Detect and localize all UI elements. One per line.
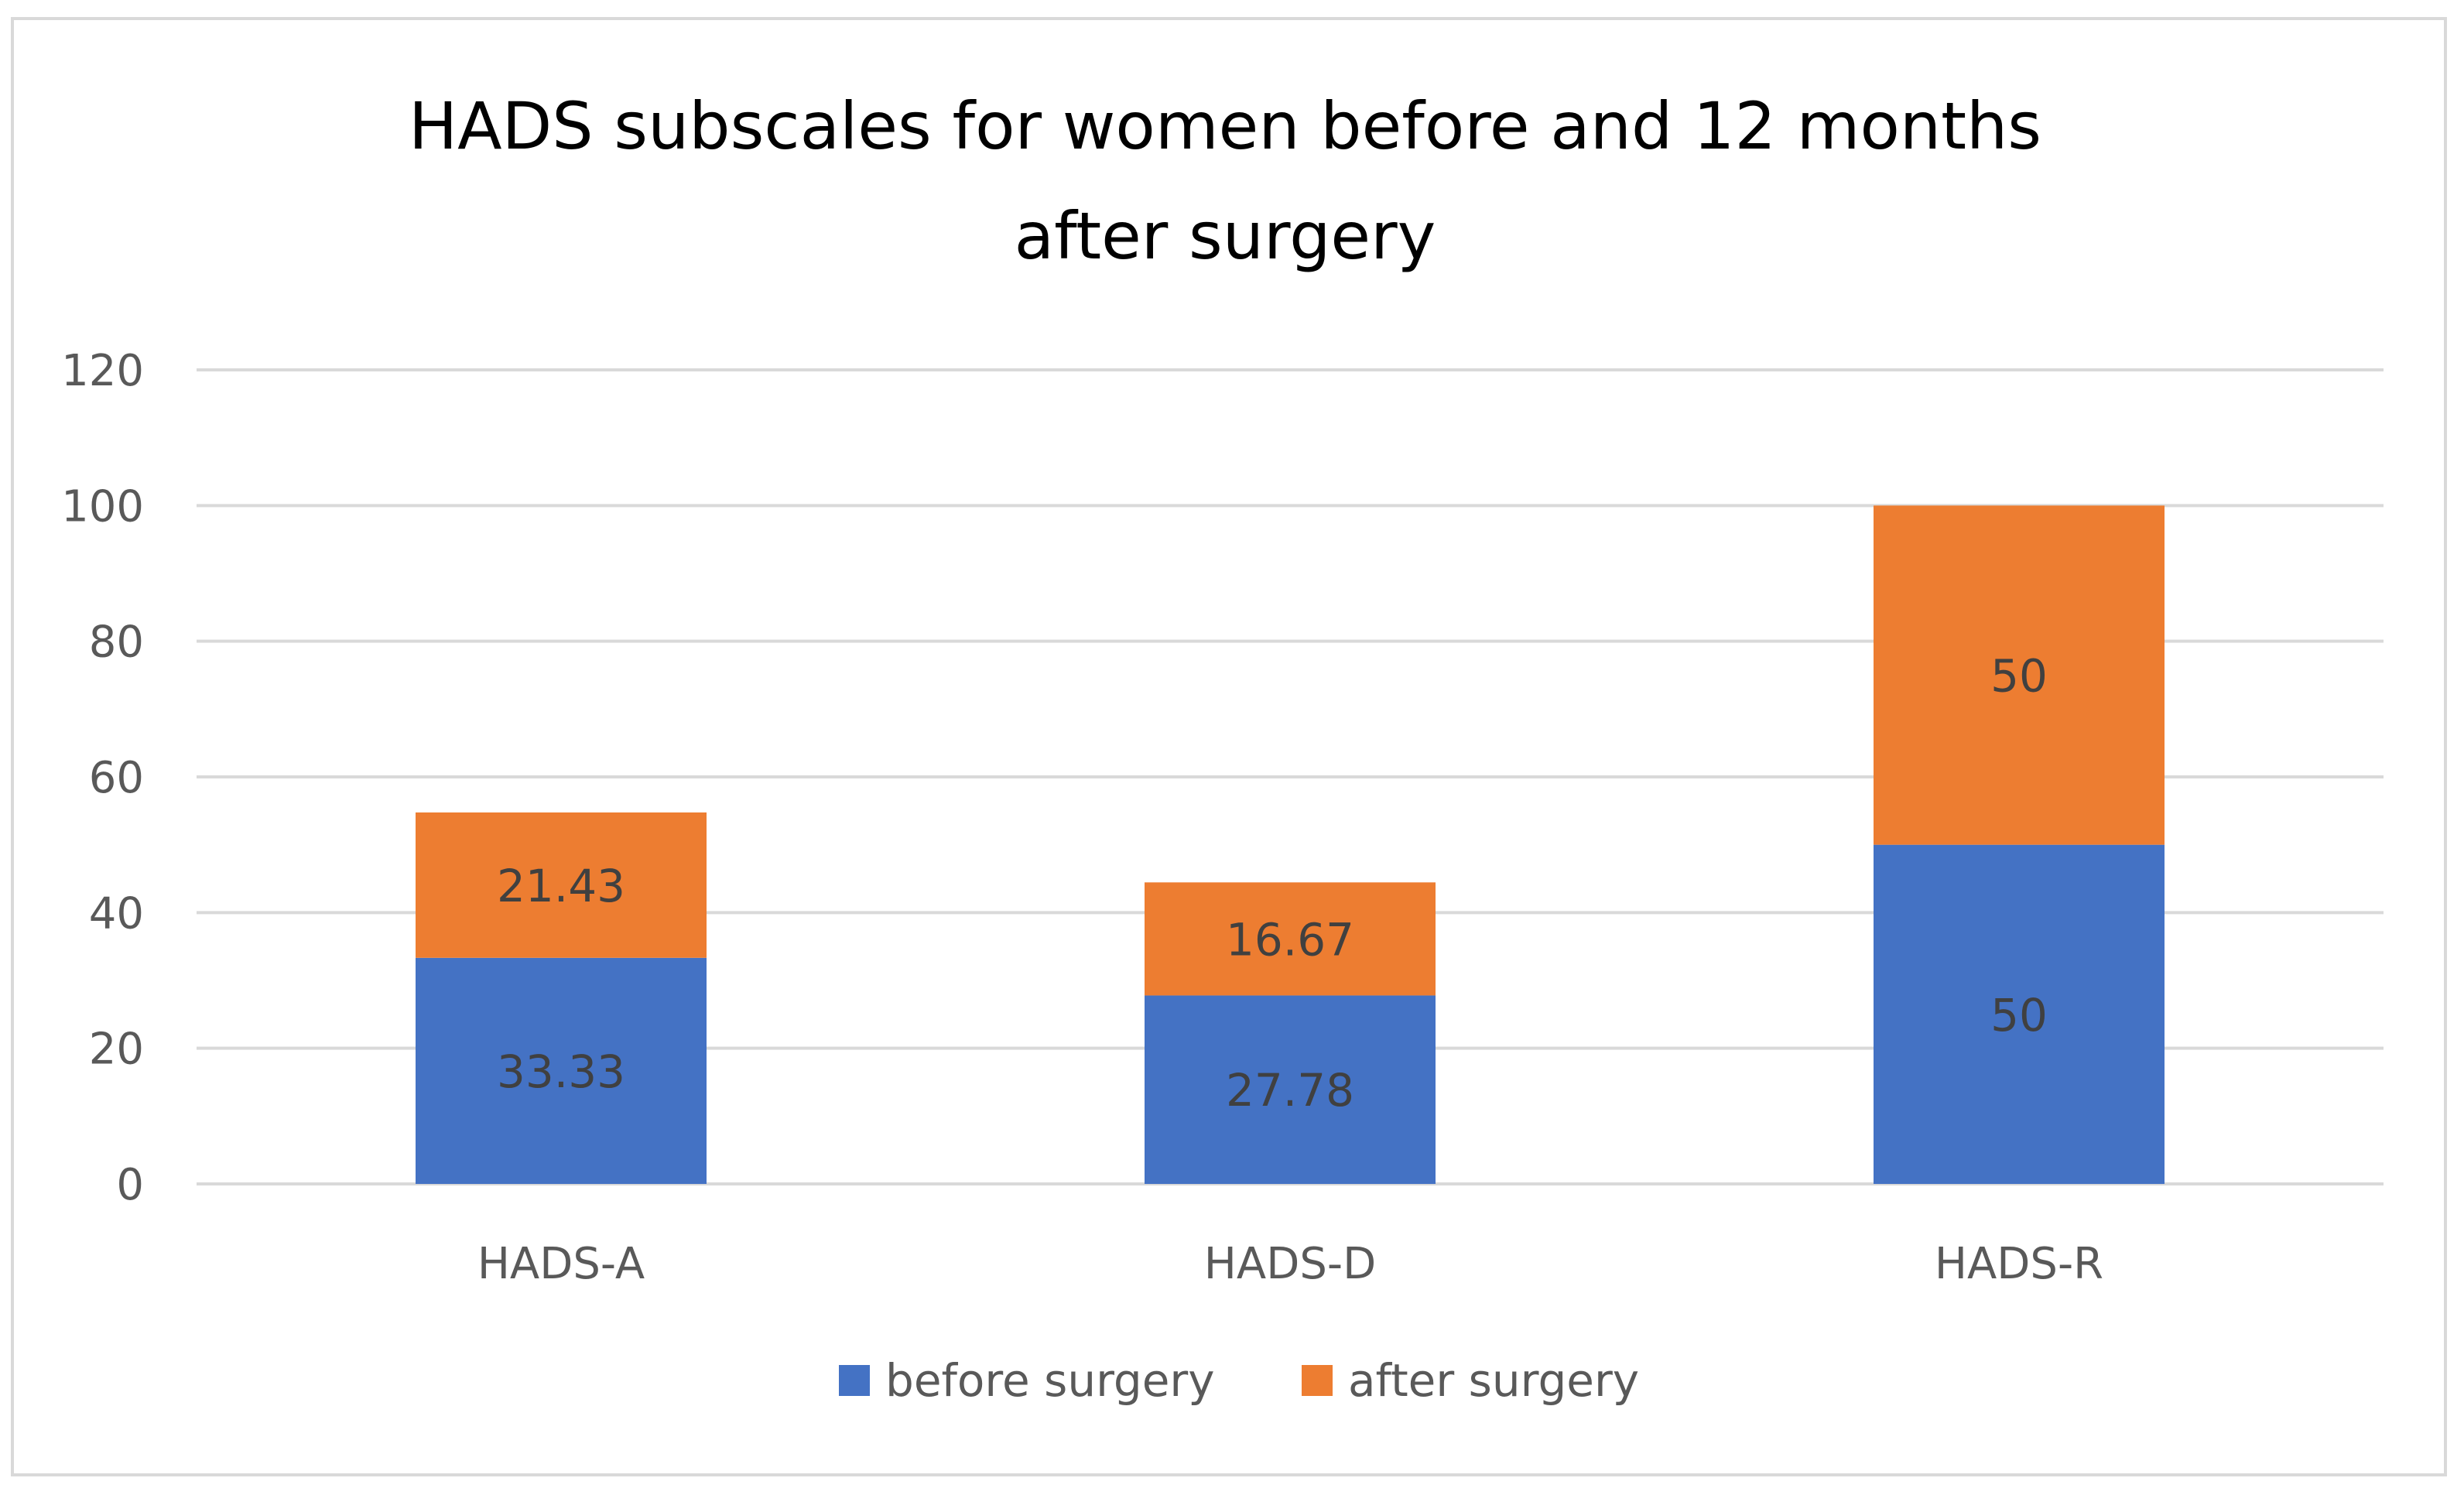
y-tick-label: 80 xyxy=(89,618,144,668)
x-axis-ticks: HADS-A HADS-D HADS-R xyxy=(477,1239,2103,1289)
bars xyxy=(416,505,2165,1184)
bar-before-surgery-HADS-D xyxy=(1145,995,1436,1184)
data-label: 50 xyxy=(1990,650,2048,703)
y-tick-label: 100 xyxy=(61,481,144,532)
x-tick-label: HADS-A xyxy=(477,1239,645,1289)
legend-label: before surgery xyxy=(885,1354,1215,1407)
data-label: 33.33 xyxy=(497,1045,625,1098)
legend-label: after surgery xyxy=(1348,1354,1639,1407)
legend: before surgery after surgery xyxy=(839,1354,1639,1407)
legend-swatch xyxy=(1302,1365,1333,1396)
data-label: 21.43 xyxy=(497,860,625,912)
y-axis-ticks: 0 20 40 60 80 100 120 xyxy=(61,346,144,1210)
data-labels: 33.33 21.43 27.78 16.67 50 50 xyxy=(497,650,2048,1117)
data-label: 16.67 xyxy=(1226,913,1354,966)
chart-title-line-1: HADS subscales for women before and 12 m… xyxy=(409,88,2041,164)
y-tick-label: 60 xyxy=(89,753,144,803)
y-tick-label: 0 xyxy=(116,1160,144,1210)
bar-after-surgery-HADS-R xyxy=(1874,505,2165,845)
y-tick-label: 120 xyxy=(61,346,144,396)
x-tick-label: HADS-D xyxy=(1204,1239,1376,1289)
chart-title-line-2: after surgery xyxy=(1015,198,1436,274)
legend-swatch xyxy=(839,1365,870,1396)
chart-title: HADS subscales for women before and 12 m… xyxy=(409,88,2041,274)
bar-after-surgery-HADS-D xyxy=(1145,882,1436,996)
bar-before-surgery-HADS-R xyxy=(1874,844,2165,1184)
data-label: 50 xyxy=(1990,989,2048,1042)
y-tick-label: 40 xyxy=(89,888,144,939)
x-tick-label: HADS-R xyxy=(1935,1239,2103,1289)
data-label: 27.78 xyxy=(1226,1064,1354,1117)
y-tick-label: 20 xyxy=(89,1025,144,1075)
bar-after-surgery-HADS-A xyxy=(416,812,707,958)
bar-before-surgery-HADS-A xyxy=(416,957,707,1184)
